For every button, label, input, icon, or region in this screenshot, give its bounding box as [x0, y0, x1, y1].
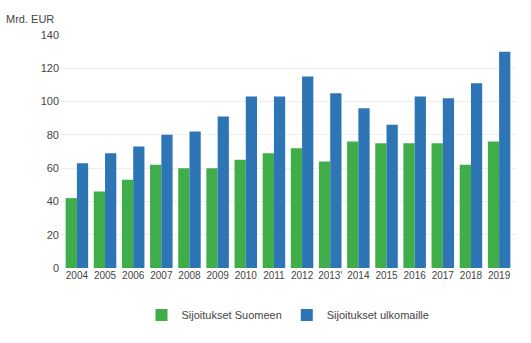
svg-text:2012: 2012 — [291, 270, 314, 281]
svg-text:20: 20 — [47, 229, 59, 241]
svg-text:Sijoitukset Suomeen: Sijoitukset Suomeen — [182, 309, 282, 321]
svg-text:2018: 2018 — [460, 270, 483, 281]
svg-text:2016: 2016 — [404, 270, 427, 281]
svg-text:140: 140 — [41, 29, 59, 41]
svg-text:2011: 2011 — [263, 270, 285, 281]
svg-text:2005: 2005 — [94, 270, 117, 281]
svg-text:2019: 2019 — [488, 270, 511, 281]
svg-text:2013': 2013' — [318, 270, 342, 281]
svg-text:2009: 2009 — [207, 270, 230, 281]
svg-text:Mrd. EUR: Mrd. EUR — [6, 13, 54, 25]
svg-text:40: 40 — [47, 195, 59, 207]
svg-text:2014: 2014 — [347, 270, 370, 281]
svg-text:2015: 2015 — [375, 270, 398, 281]
svg-text:2010: 2010 — [235, 270, 258, 281]
svg-text:120: 120 — [41, 62, 59, 74]
svg-text:2017: 2017 — [432, 270, 455, 281]
svg-text:0: 0 — [53, 262, 59, 274]
svg-text:2004: 2004 — [66, 270, 89, 281]
svg-text:2008: 2008 — [178, 270, 201, 281]
svg-text:2006: 2006 — [122, 270, 145, 281]
svg-text:Sijoitukset ulkomaille: Sijoitukset ulkomaille — [327, 309, 429, 321]
svg-text:60: 60 — [47, 162, 59, 174]
svg-text:100: 100 — [41, 95, 59, 107]
svg-text:80: 80 — [47, 129, 59, 141]
svg-text:2007: 2007 — [150, 270, 173, 281]
